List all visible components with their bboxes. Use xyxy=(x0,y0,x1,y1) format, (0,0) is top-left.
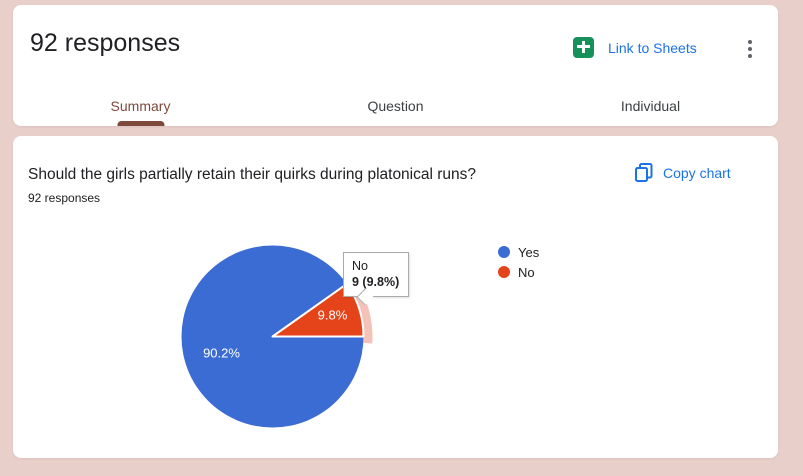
pie-label-no: 9.8% xyxy=(318,308,348,323)
tooltip-category: No xyxy=(352,259,368,273)
tab-summary[interactable]: Summary xyxy=(13,86,268,126)
question-title: Should the girls partially retain their … xyxy=(28,166,477,183)
question-responses-count: 92 responses xyxy=(28,191,101,205)
copy-chart-label: Copy chart xyxy=(663,165,731,181)
pie-label-yes: 90.2% xyxy=(203,346,240,361)
link-to-sheets-button[interactable]: Link to Sheets xyxy=(573,37,697,58)
link-to-sheets-label: Link to Sheets xyxy=(608,39,697,56)
question-summary-card: Should the girls partially retain their … xyxy=(13,136,778,458)
legend-label-no: No xyxy=(518,264,535,280)
tab-bar: Summary Question Individual xyxy=(13,86,778,126)
chart-legend: Yes No xyxy=(498,242,539,282)
legend-item-no: No xyxy=(498,262,539,282)
tooltip-value: 9 (9.8%) xyxy=(352,275,400,289)
legend-label-yes: Yes xyxy=(518,244,540,260)
google-sheets-icon xyxy=(573,37,594,58)
slice-tooltip: No 9 (9.8%) xyxy=(343,252,410,297)
legend-dot-yes-icon xyxy=(498,246,510,258)
copy-icon xyxy=(635,163,653,182)
responses-count-title: 92 responses xyxy=(30,29,181,57)
responses-header-card: 92 responses Link to Sheets Summary Ques… xyxy=(13,5,778,126)
tab-individual[interactable]: Individual xyxy=(620,98,681,114)
pie-chart[interactable]: 90.2% 9.8% xyxy=(162,226,383,447)
more-options-menu-icon[interactable] xyxy=(740,36,760,62)
legend-dot-no-icon xyxy=(498,266,510,278)
legend-item-yes: Yes xyxy=(498,242,539,262)
copy-chart-button[interactable]: Copy chart xyxy=(635,163,731,183)
tab-question[interactable]: Question xyxy=(367,98,424,114)
